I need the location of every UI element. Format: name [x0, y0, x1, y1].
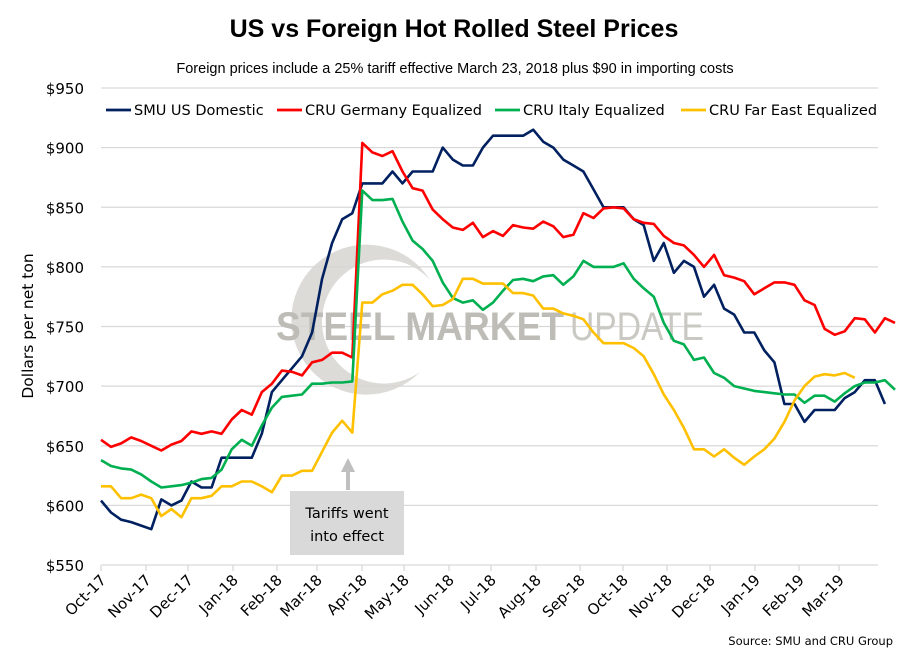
y-axis-label: Dollars per net ton [19, 253, 37, 398]
legend-item: CRU Germany Equalized [277, 103, 482, 119]
y-tick-label: $900 [46, 140, 84, 158]
legend-label: CRU Italy Equalized [523, 103, 665, 119]
y-axis-tick-labels: $550 $600 $650 $700 $750 $800 $850 $900 $950 [46, 80, 84, 575]
series-line-cru-far-east-equalized [101, 277, 856, 519]
x-tick-label: Dec-17 [146, 571, 197, 622]
x-tick-label: Jun-18 [410, 571, 457, 618]
watermark-text-bold: STEEL MARKET [276, 305, 564, 349]
gridlines [101, 87, 878, 507]
series-line-smu-us-domestic [100, 128, 887, 531]
x-tick-label: Feb-19 [759, 571, 808, 620]
y-tick-label: $550 [46, 557, 84, 575]
y-tick-label: $650 [46, 438, 84, 456]
legend-item: CRU Italy Equalized [495, 103, 665, 119]
y-tick-label: $700 [46, 378, 84, 396]
x-tick-label: Jul-18 [456, 571, 500, 615]
x-tick-label: Oct-18 [583, 571, 631, 619]
x-tick-label: Nov-17 [104, 571, 154, 621]
legend-item: CRU Far East Equalized [681, 103, 877, 119]
series-lines [100, 128, 896, 531]
x-tick-label: May-18 [361, 571, 413, 623]
legend-label: CRU Far East Equalized [709, 103, 877, 119]
y-tick-label: $800 [46, 259, 84, 277]
legend: SMU US Domestic CRU Germany Equalized CRU … [106, 103, 877, 119]
x-axis [100, 564, 878, 571]
series-line-cru-germany-equalized [100, 141, 896, 452]
chart-subtitle: Foreign prices include a 25% tariff effe… [176, 61, 733, 77]
chart-title: US vs Foreign Hot Rolled Steel Prices [230, 15, 679, 43]
x-tick-label: Oct-17 [61, 571, 109, 619]
annotation-text-line1: Tariffs went [304, 506, 388, 522]
legend-item: SMU US Domestic [106, 103, 264, 119]
legend-label: SMU US Domestic [134, 103, 264, 119]
x-tick-label: Jan-19 [717, 571, 764, 618]
x-tick-label: Mar-18 [276, 571, 325, 620]
x-tick-label: Sep-18 [539, 571, 589, 621]
watermark-text-light: UPDATE [570, 305, 704, 349]
arrow-up-icon [341, 458, 355, 472]
y-tick-label: $950 [46, 80, 84, 98]
x-tick-label: Feb-18 [237, 571, 286, 620]
x-tick-label: Jan-18 [195, 571, 242, 618]
x-axis-tick-labels: Oct-17Nov-17Dec-17Jan-18Feb-18Mar-18Apr-… [61, 571, 847, 623]
source-note: Source: SMU and CRU Group [728, 634, 893, 648]
x-tick-label: Nov-18 [625, 571, 675, 621]
y-tick-label: $750 [46, 319, 84, 337]
annotation-tariffs: Tariffs went into effect [290, 458, 404, 555]
x-tick-label: Mar-19 [798, 571, 847, 620]
series-line-cru-italy-equalized [100, 189, 896, 489]
x-tick-label: Dec-18 [668, 571, 719, 622]
x-tick-label: Aug-18 [494, 571, 545, 622]
legend-label: CRU Germany Equalized [305, 103, 482, 119]
annotation-box [290, 491, 404, 555]
y-tick-label: $850 [46, 199, 84, 217]
y-tick-label: $600 [46, 497, 84, 515]
annotation-text-line2: into effect [310, 529, 384, 545]
